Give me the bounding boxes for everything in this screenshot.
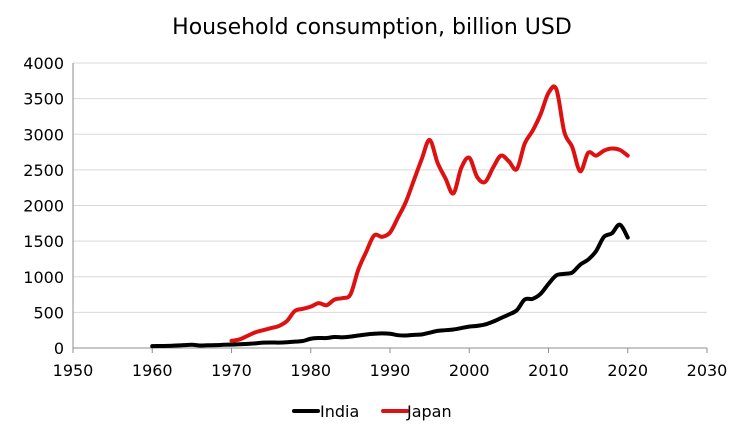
y-tick-label: 1500 (23, 232, 64, 251)
series-lines (150, 84, 630, 349)
x-tick-label: 2010 (528, 361, 569, 380)
x-tick-label: 1960 (132, 361, 173, 380)
y-tick-label: 2000 (23, 197, 64, 216)
legend-label-japan: Japan (406, 402, 452, 421)
series-line-japan (229, 84, 630, 343)
y-tick-label: 500 (33, 303, 64, 322)
x-tick-label: 1970 (211, 361, 252, 380)
y-tick-label: 3000 (23, 125, 64, 144)
gridlines (73, 62, 707, 313)
series-line-india (150, 222, 630, 349)
y-tick-label: 0 (54, 339, 64, 358)
x-tick-label: 2020 (607, 361, 648, 380)
y-tick-label: 3500 (23, 90, 64, 109)
legend-label-india: India (320, 402, 359, 421)
x-tick-label: 1950 (53, 361, 94, 380)
y-tick-label: 2500 (23, 161, 64, 180)
x-tick-label: 2030 (687, 361, 728, 380)
x-tick-label: 1980 (290, 361, 331, 380)
y-tick-label: 1000 (23, 268, 64, 287)
x-tick-label: 2000 (449, 361, 490, 380)
axes (72, 63, 708, 353)
y-tick-label: 4000 (23, 54, 64, 73)
tick-labels: 0 500 1000 1500 2000 2500 3000 3500 4000 1950 1960… (23, 54, 727, 380)
legend: India Japan (292, 402, 452, 421)
x-tick-label: 1990 (370, 361, 411, 380)
chart-title: Household consumption, billion USD (172, 15, 572, 40)
